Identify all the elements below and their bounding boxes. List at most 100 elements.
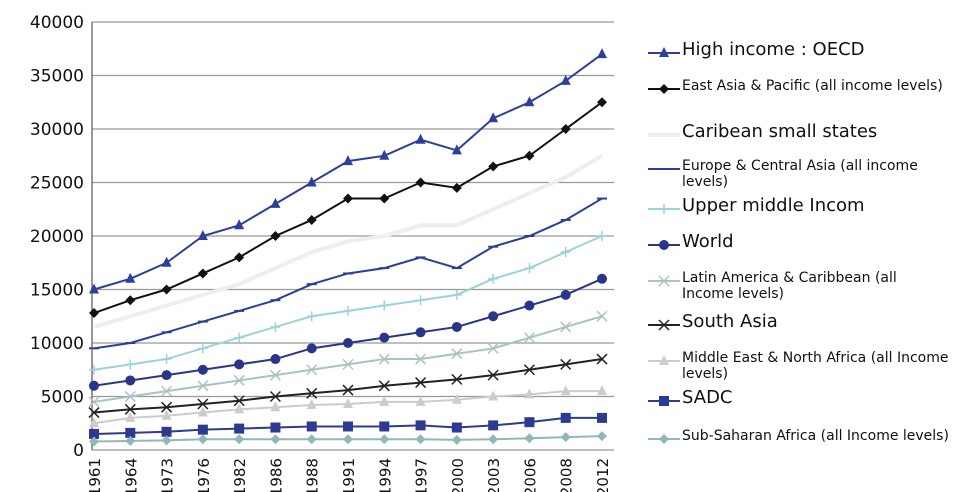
point-marker (161, 284, 172, 295)
legend-label: World (682, 231, 734, 252)
point-marker (342, 358, 354, 370)
point-marker (197, 424, 208, 435)
point-marker (89, 364, 99, 375)
point-marker (415, 177, 426, 188)
point-marker (234, 252, 245, 263)
point-marker (597, 231, 607, 241)
point-marker (343, 155, 353, 166)
legend-swatch (648, 434, 680, 444)
point-marker (597, 97, 607, 108)
point-marker (524, 96, 535, 107)
legend-marker (659, 84, 669, 94)
point-marker (560, 358, 572, 370)
point-marker (197, 406, 208, 417)
legend-item: Upper middle Incom (646, 195, 966, 218)
point-marker (379, 193, 390, 204)
point-marker (270, 197, 281, 208)
point-marker (597, 412, 607, 423)
point-marker (270, 231, 281, 241)
point-marker (379, 332, 390, 343)
point-marker (524, 300, 535, 311)
series-line (93, 101, 603, 314)
legend-item: Europe & Central Asia (all income levels… (646, 158, 966, 190)
point-marker (343, 434, 353, 445)
point-marker (415, 434, 426, 445)
x-tick-label: 1973 (159, 458, 177, 492)
legend-item: Latin America & Caribbean (all Income le… (646, 270, 966, 302)
x-tick-label: 1994 (376, 458, 394, 492)
point-marker (161, 256, 172, 267)
point-marker (197, 398, 209, 410)
point-marker (488, 390, 499, 401)
point-marker (560, 412, 571, 423)
point-marker (234, 423, 245, 434)
y-tick-label: 20000 (30, 227, 84, 247)
point-marker (524, 417, 535, 428)
y-tick-label: 30000 (30, 120, 84, 140)
legend-swatch (648, 275, 680, 287)
point-marker (306, 387, 318, 399)
point-marker (269, 390, 281, 403)
point-marker (197, 343, 208, 354)
series-line (93, 154, 604, 329)
point-marker (270, 321, 281, 332)
point-marker (306, 399, 317, 410)
point-marker (488, 273, 499, 284)
point-marker (234, 332, 245, 343)
point-marker (125, 427, 136, 438)
y-tick-label: 10000 (30, 334, 84, 354)
point-marker (488, 311, 499, 322)
x-tick-label: 2012 (594, 458, 612, 492)
point-marker (89, 283, 99, 294)
legend-marker (658, 275, 670, 287)
point-marker (451, 434, 462, 445)
legend-marker (659, 47, 669, 57)
point-marker (415, 295, 426, 306)
point-marker (379, 434, 390, 445)
legend-swatch (648, 396, 680, 406)
point-marker (306, 434, 317, 445)
x-tick-label: 2003 (485, 458, 503, 492)
legend-marker (658, 319, 670, 331)
point-marker (197, 230, 208, 240)
point-marker (89, 436, 99, 447)
legend-item: SADC (646, 387, 966, 410)
point-marker (415, 377, 427, 389)
point-marker (89, 380, 99, 391)
point-marker (161, 385, 173, 397)
y-tick-label: 40000 (30, 13, 84, 33)
y-tick-label: 5000 (41, 388, 84, 408)
point-marker (560, 432, 571, 443)
legend-label: Europe & Central Asia (all income levels… (682, 158, 918, 191)
point-marker (560, 247, 571, 258)
x-tick-label: 1988 (304, 458, 322, 492)
point-marker (89, 428, 99, 439)
legend-swatch (648, 168, 680, 170)
point-marker (451, 348, 463, 360)
point-marker (270, 401, 281, 412)
point-marker (234, 434, 245, 445)
legend-label: Sub-Saharan Africa (all Income levels) (682, 428, 949, 444)
legend-swatch (648, 319, 680, 331)
point-marker (125, 359, 136, 370)
point-marker (125, 435, 136, 446)
point-marker (415, 133, 426, 144)
legend-item: Sub-Saharan Africa (all Income levels) (646, 428, 966, 450)
point-marker (378, 353, 390, 365)
x-tick-label: 1991 (340, 458, 358, 492)
point-marker (597, 385, 607, 396)
point-marker (596, 310, 608, 322)
point-marker (379, 395, 390, 406)
legend-item: Caribean small states (646, 121, 966, 144)
point-marker (487, 342, 499, 354)
point-marker (125, 272, 136, 283)
legend-swatch (648, 240, 680, 250)
point-marker (306, 176, 317, 187)
point-marker (560, 74, 571, 85)
point-marker (451, 422, 462, 433)
legend-label: High income : OECD (682, 39, 865, 60)
point-marker (378, 380, 390, 392)
point-marker (89, 308, 99, 319)
point-marker (306, 343, 317, 354)
